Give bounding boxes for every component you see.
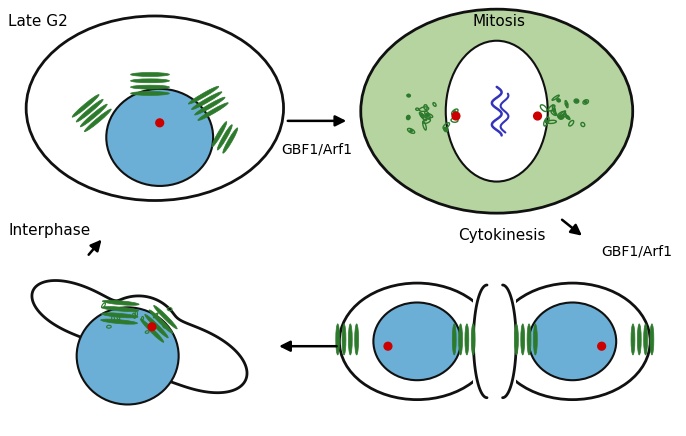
Ellipse shape [195,97,225,115]
Ellipse shape [534,324,537,355]
Ellipse shape [154,305,177,329]
Ellipse shape [650,324,654,355]
Ellipse shape [342,324,346,355]
Circle shape [560,116,563,119]
Ellipse shape [102,300,139,305]
Ellipse shape [348,324,353,355]
Circle shape [534,112,541,120]
Circle shape [407,116,410,119]
Circle shape [445,128,447,131]
Ellipse shape [150,310,173,334]
Ellipse shape [130,92,169,95]
Bar [473,283,516,400]
Ellipse shape [637,324,641,355]
Text: Mitosis: Mitosis [473,14,525,29]
Ellipse shape [84,109,111,132]
Text: Cytokinesis: Cytokinesis [458,228,545,243]
Ellipse shape [191,92,222,109]
Ellipse shape [527,324,531,355]
Ellipse shape [217,125,233,150]
Ellipse shape [72,95,99,117]
Ellipse shape [355,324,359,355]
Circle shape [565,103,568,106]
Ellipse shape [631,324,635,355]
Ellipse shape [446,41,547,181]
Ellipse shape [521,324,525,355]
Circle shape [407,95,410,97]
Circle shape [558,99,560,102]
Ellipse shape [452,324,456,355]
Circle shape [421,114,423,116]
Ellipse shape [335,324,340,355]
Circle shape [426,114,429,116]
Circle shape [553,109,555,111]
Circle shape [452,112,460,120]
Circle shape [576,100,578,102]
Circle shape [584,101,587,103]
Ellipse shape [373,303,461,380]
Ellipse shape [130,72,169,76]
Text: Late G2: Late G2 [8,14,68,29]
Ellipse shape [140,319,164,342]
Circle shape [453,111,456,113]
Ellipse shape [514,324,519,355]
Ellipse shape [459,324,462,355]
Ellipse shape [102,307,139,312]
Circle shape [384,342,392,350]
Ellipse shape [130,85,169,89]
Ellipse shape [212,122,227,147]
Ellipse shape [76,99,103,122]
Text: GBF1/Arf1: GBF1/Arf1 [602,244,673,258]
Ellipse shape [77,307,178,405]
Ellipse shape [26,16,283,201]
Circle shape [156,119,163,127]
Ellipse shape [145,314,168,338]
Ellipse shape [465,324,469,355]
Ellipse shape [361,9,632,213]
Ellipse shape [340,283,495,400]
Circle shape [598,342,606,350]
Text: Interphase: Interphase [8,223,91,238]
Polygon shape [32,280,247,393]
Ellipse shape [529,303,616,380]
Ellipse shape [101,319,137,324]
Circle shape [545,120,547,123]
Ellipse shape [495,283,650,400]
Ellipse shape [130,79,169,83]
Ellipse shape [643,324,648,355]
Circle shape [567,116,569,119]
Ellipse shape [471,324,475,355]
Ellipse shape [189,86,219,104]
Circle shape [410,129,412,132]
Ellipse shape [106,89,213,186]
Ellipse shape [102,313,138,318]
Text: GBF1/Arf1: GBF1/Arf1 [281,142,353,156]
Ellipse shape [223,128,238,153]
Ellipse shape [198,103,228,120]
Ellipse shape [80,104,107,127]
Circle shape [148,323,156,330]
